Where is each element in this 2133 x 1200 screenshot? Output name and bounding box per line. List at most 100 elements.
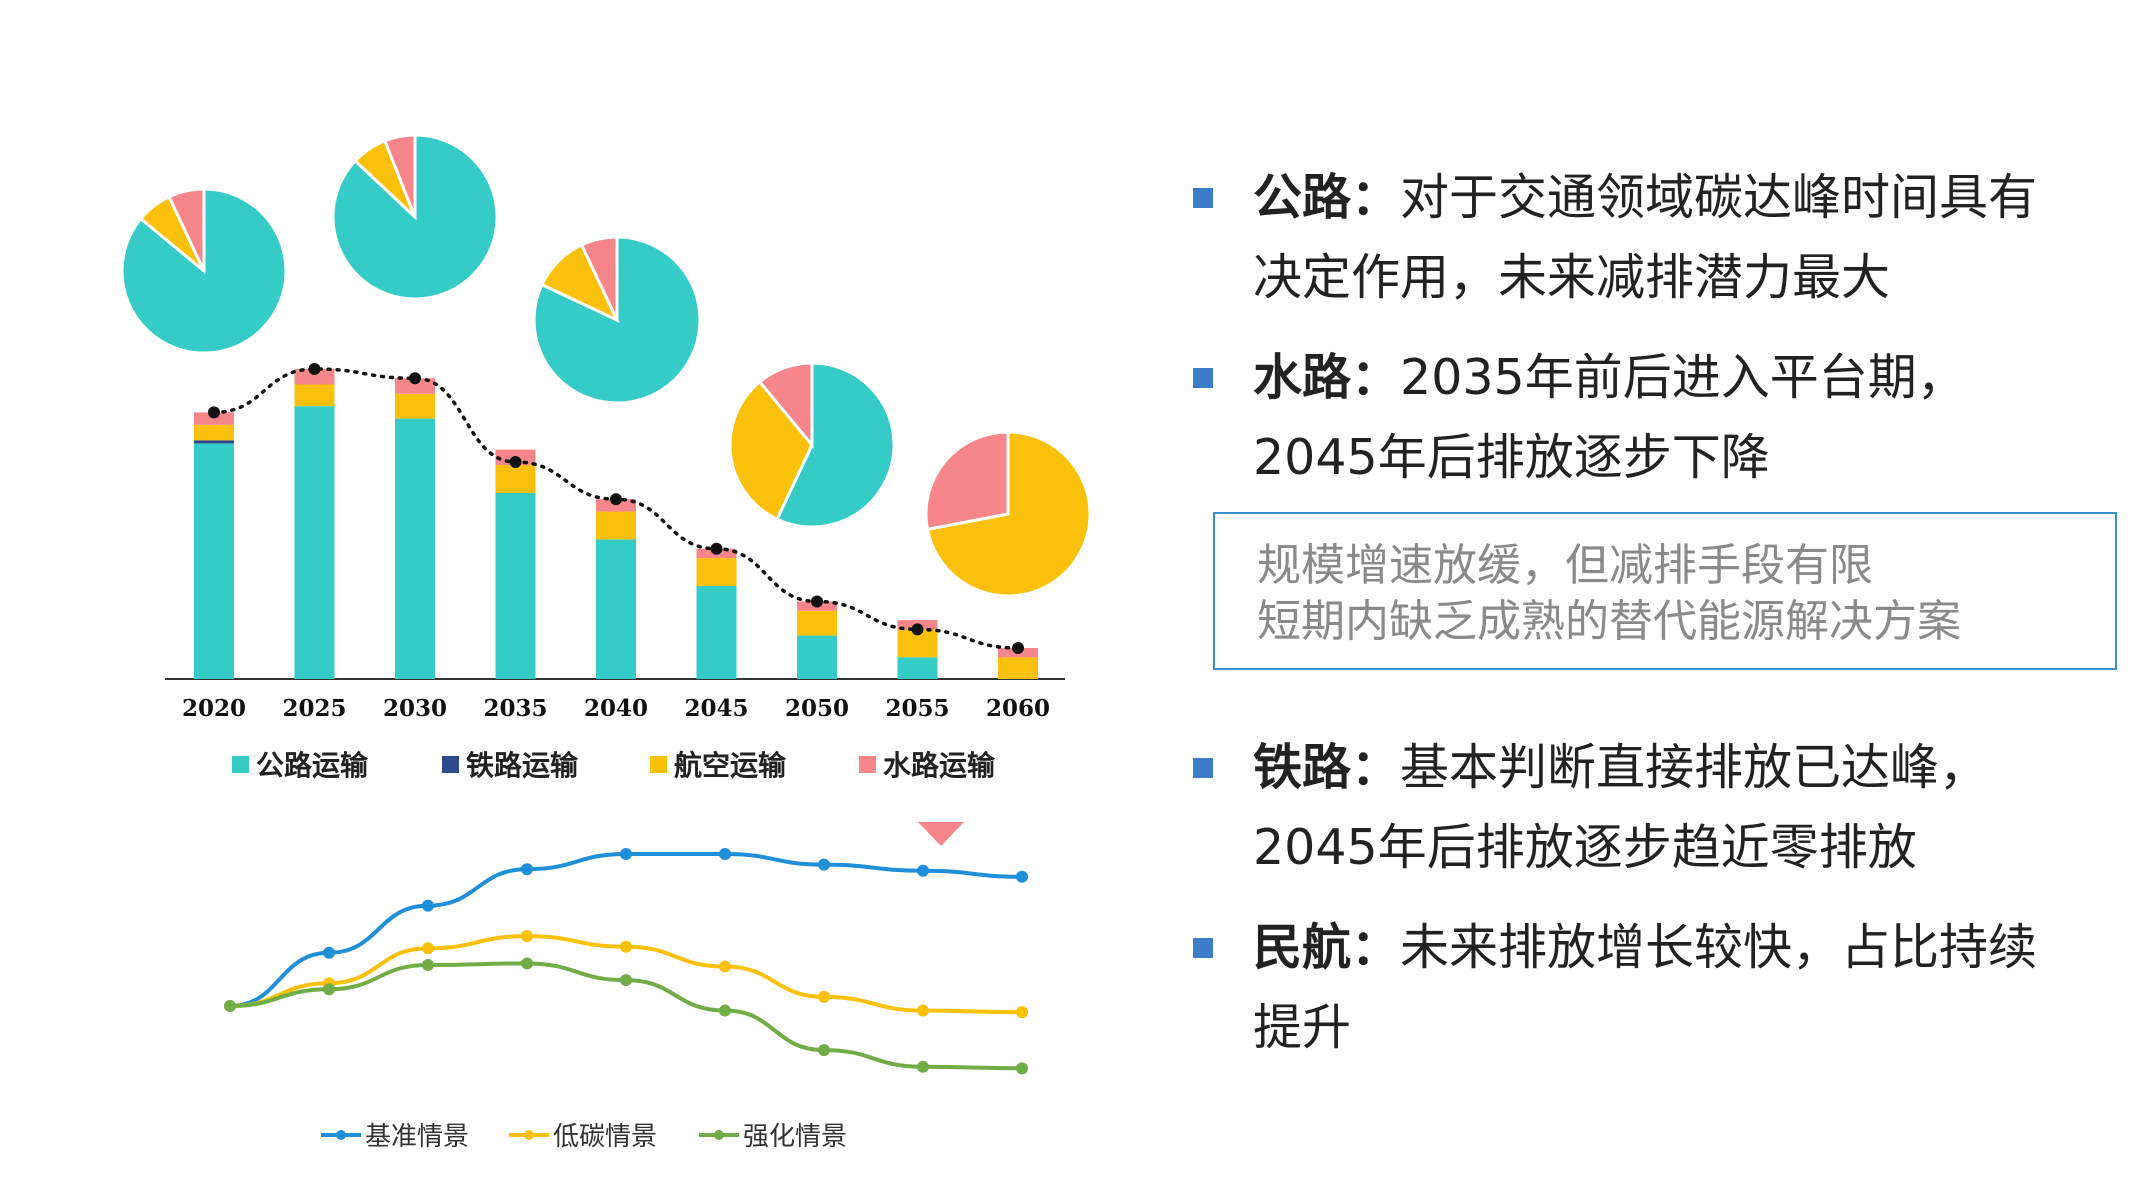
bar-segment xyxy=(998,657,1038,679)
x-tick-label: 2040 xyxy=(584,695,648,722)
series-point xyxy=(521,863,533,876)
trend-point xyxy=(610,493,622,506)
legend-label: 基准情景 xyxy=(365,1122,469,1152)
x-tick-label: 2055 xyxy=(885,695,949,722)
series-point xyxy=(620,848,632,860)
bullet-square-icon xyxy=(1193,938,1213,958)
x-tick-label: 2045 xyxy=(684,695,748,722)
legend-swatch xyxy=(232,756,249,773)
bullet-text: 未来排放增长较快，占比持续提升 xyxy=(1253,919,2038,1056)
legend-swatch xyxy=(650,756,667,773)
legend-label: 铁路运输 xyxy=(466,749,579,782)
series-point xyxy=(719,1004,731,1017)
x-tick-label: 2035 xyxy=(483,695,547,722)
legend-label: 强化情景 xyxy=(743,1122,847,1152)
pie-slice xyxy=(924,430,1010,532)
stacked-bar-chart: 2020 2025 2030 2035 2040 2045 2050 2055 2060 xyxy=(165,369,1065,722)
series-point xyxy=(323,983,335,996)
legend-label: 低碳情景 xyxy=(553,1122,657,1152)
series-point xyxy=(422,958,434,971)
series-point xyxy=(917,1004,929,1017)
legend-label: 公路运输 xyxy=(256,749,369,782)
bar-segment xyxy=(194,412,234,425)
bar-segment xyxy=(596,499,636,512)
x-tick-label: 2060 xyxy=(986,695,1050,722)
bullet-square-icon xyxy=(1193,368,1213,388)
series-point xyxy=(422,899,434,912)
bullet-head: 公路： xyxy=(1253,169,1401,226)
series-point xyxy=(719,960,731,973)
trend-point xyxy=(1012,642,1024,654)
bar-segment xyxy=(294,384,335,407)
bullet-square-icon xyxy=(1193,188,1213,208)
series-point xyxy=(521,930,533,943)
bar-segment xyxy=(194,424,234,441)
series-point xyxy=(224,1000,236,1012)
trend-point xyxy=(811,595,823,608)
series-point xyxy=(620,974,632,987)
legend-label: 水路运输 xyxy=(883,749,996,782)
legend-marker xyxy=(336,1130,346,1140)
series-point xyxy=(1016,1062,1028,1075)
series-point xyxy=(1016,870,1028,883)
bar-segment xyxy=(596,511,636,540)
series-point xyxy=(917,1060,929,1073)
trend-point xyxy=(208,406,220,419)
series-point xyxy=(1016,1006,1028,1019)
x-tick-label: 2050 xyxy=(785,695,849,722)
bullet-text: 2035年前后进入平台期，2045年后排放逐步下降 xyxy=(1253,349,1966,486)
bar-segment xyxy=(797,610,837,636)
series-point xyxy=(521,957,533,970)
x-tick-label: 2025 xyxy=(282,695,346,722)
bar-segment xyxy=(294,369,335,385)
series-point xyxy=(422,942,434,955)
trend-line xyxy=(208,363,1024,654)
bar-segment xyxy=(495,465,536,493)
trend-point xyxy=(911,623,924,636)
bullet-head: 民航： xyxy=(1253,919,1401,976)
series-point xyxy=(323,946,335,959)
pie-charts xyxy=(120,133,1092,598)
note-line-1: 规模增速放缓，但减排手段有限 xyxy=(1257,540,1873,591)
bar-segment xyxy=(395,378,435,394)
bullet-text: 对于交通领域碳达峰时间具有决定作用，未来减排潜力最大 xyxy=(1253,169,2038,306)
trend-point xyxy=(308,363,321,375)
series-point xyxy=(620,940,632,953)
bullet-head: 水路： xyxy=(1253,349,1401,406)
line-chart xyxy=(224,848,1028,1075)
legend-swatch xyxy=(442,756,459,773)
series-line xyxy=(229,851,1023,1008)
bar-segment xyxy=(194,443,234,679)
bar-segment xyxy=(696,558,737,586)
bullet-square-icon xyxy=(1193,758,1213,778)
legend-marker xyxy=(524,1130,534,1140)
pie-slice xyxy=(728,379,814,522)
series-point xyxy=(917,864,929,877)
line-legend: 基准情景 低碳情景 强化情景 xyxy=(321,1122,847,1152)
triangle-marker-icon xyxy=(918,822,964,846)
bullet-head: 铁路： xyxy=(1253,739,1401,796)
note-line-2: 短期内缺乏成熟的替代能源解决方案 xyxy=(1257,596,1961,647)
x-tick-label: 2030 xyxy=(383,695,447,722)
bar-legend: 公路运输 铁路运输 航空运输 水路运输 xyxy=(232,749,996,782)
bar-segment xyxy=(395,393,435,419)
bar-segment xyxy=(696,586,737,679)
bar-segment xyxy=(495,493,536,679)
bar-segment xyxy=(395,418,435,679)
legend-marker xyxy=(714,1130,724,1140)
pie-slice xyxy=(167,187,206,272)
pie-slice xyxy=(382,133,417,218)
legend-label: 航空运输 xyxy=(674,749,787,782)
x-tick-label: 2020 xyxy=(182,695,246,722)
bar-segment xyxy=(194,440,234,444)
series-point xyxy=(818,858,830,871)
trend-point xyxy=(509,456,522,468)
series-point xyxy=(818,1044,830,1057)
bullet-text: 基本判断直接排放已达峰，2045年后排放逐步趋近零排放 xyxy=(1253,739,1989,876)
pie-slice xyxy=(775,361,896,529)
bar-segment xyxy=(897,657,938,679)
pie-slice xyxy=(579,235,619,321)
bar-segment xyxy=(596,539,636,679)
note-box: 规模增速放缓，但减排手段有限 短期内缺乏成熟的替代能源解决方案 xyxy=(1213,512,2117,670)
